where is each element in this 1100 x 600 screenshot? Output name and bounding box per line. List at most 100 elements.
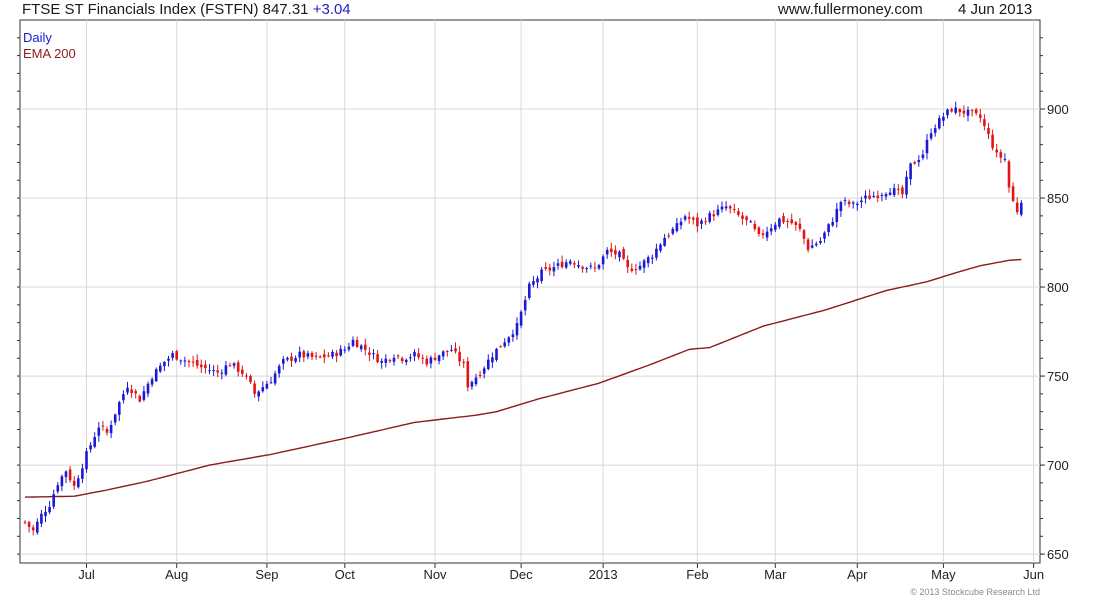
candle-body: [36, 521, 39, 533]
candle-body: [282, 359, 285, 364]
chart-title-line: FTSE ST Financials Index (FSTFN) 847.31 …: [22, 1, 351, 18]
candle-body: [925, 139, 929, 154]
candle-body: [458, 351, 461, 362]
candle-body: [507, 337, 511, 343]
candle-body: [335, 352, 338, 357]
candle-body: [425, 358, 429, 365]
candle-body: [724, 206, 728, 209]
candle-body: [786, 221, 789, 223]
candle-body: [573, 263, 576, 265]
candle-body: [400, 358, 404, 362]
candle-body: [806, 239, 810, 250]
candle-body: [544, 267, 547, 269]
candle-body: [523, 300, 527, 311]
candle-body: [171, 353, 174, 358]
candle-body: [97, 427, 101, 436]
candle-body: [277, 366, 281, 374]
chart-date-text: 4 Jun 2013: [958, 1, 1033, 18]
candle-body: [966, 109, 970, 116]
candle-body: [323, 354, 326, 358]
candle-body: [241, 369, 244, 374]
x-tick-label: Jun: [1023, 567, 1044, 582]
axes: 650 700 750 800 850 900 Jul Aug Sep Oct Nov Dec 2013…: [17, 37, 1069, 582]
candle-body: [835, 208, 839, 223]
candle-body: [413, 351, 416, 357]
candle-body: [495, 348, 498, 360]
candle-body: [384, 358, 388, 363]
candle-body: [433, 357, 437, 360]
candle-body: [368, 352, 371, 355]
x-tick-label: Nov: [423, 567, 447, 582]
candle-body: [351, 339, 355, 346]
candle-body: [999, 152, 1003, 158]
candle-body: [487, 359, 490, 369]
candle-body: [134, 391, 137, 394]
candle-body: [261, 387, 265, 392]
candle-body: [269, 382, 273, 384]
x-tick-label: Feb: [686, 567, 708, 582]
candle-body: [716, 209, 720, 215]
candle-body: [175, 351, 178, 360]
candle-body: [109, 424, 113, 434]
candle-body: [364, 344, 367, 350]
candle-body: [167, 358, 170, 361]
candle-body: [118, 402, 121, 415]
candle-body: [491, 357, 494, 363]
candle-body: [642, 260, 646, 268]
candle-body: [478, 374, 482, 377]
candle-body: [52, 494, 55, 507]
candle-body: [778, 218, 781, 227]
candle-body: [417, 353, 420, 358]
candle-body: [446, 351, 449, 353]
candle-body: [819, 240, 822, 243]
candle-body: [200, 364, 203, 368]
candle-body: [929, 133, 933, 139]
candle-body: [441, 351, 445, 357]
candle-body: [290, 356, 293, 361]
candle-body: [85, 451, 88, 470]
candle-body: [810, 245, 814, 248]
candle-body: [622, 249, 625, 259]
candle-body: [511, 334, 515, 338]
candle-body: [671, 228, 675, 234]
x-tick-label: Jul: [78, 567, 95, 582]
candle-body: [868, 195, 871, 199]
candle-body: [138, 395, 142, 402]
candle-body: [958, 109, 962, 113]
candle-body: [876, 195, 880, 198]
y-tick-label: 800: [1047, 280, 1069, 295]
candle-body: [154, 369, 158, 382]
candle-body: [589, 265, 593, 267]
candle-body: [728, 206, 732, 209]
candle-body: [159, 365, 162, 372]
candle-body: [191, 361, 195, 363]
candle-body: [536, 278, 539, 283]
candle-body: [359, 345, 363, 350]
candle-body: [597, 265, 601, 269]
candle-body: [757, 227, 761, 234]
candle-body: [564, 262, 568, 268]
change-value: +3.04: [312, 1, 351, 18]
y-tick-label: 700: [1047, 458, 1069, 473]
candle-body: [630, 268, 634, 271]
candle-body: [593, 267, 597, 269]
candle-body: [72, 480, 76, 486]
candle-body: [437, 355, 441, 362]
candle-body: [884, 193, 888, 197]
y-tick-label: 850: [1047, 191, 1069, 206]
candle-body: [126, 387, 129, 393]
candle-body: [560, 261, 564, 268]
candle-body: [454, 348, 457, 352]
candle-body: [224, 365, 228, 375]
candle-body: [753, 223, 757, 229]
candle-body: [802, 230, 806, 239]
candle-body: [864, 195, 867, 199]
candle-body: [515, 323, 519, 336]
candle-body: [163, 361, 166, 367]
candle-body: [48, 506, 51, 513]
site-url[interactable]: www.fullermoney.com: [778, 1, 923, 18]
candle-body: [249, 376, 252, 383]
candle-body: [68, 469, 72, 481]
candle-body: [450, 349, 453, 351]
candle-body: [113, 414, 117, 423]
